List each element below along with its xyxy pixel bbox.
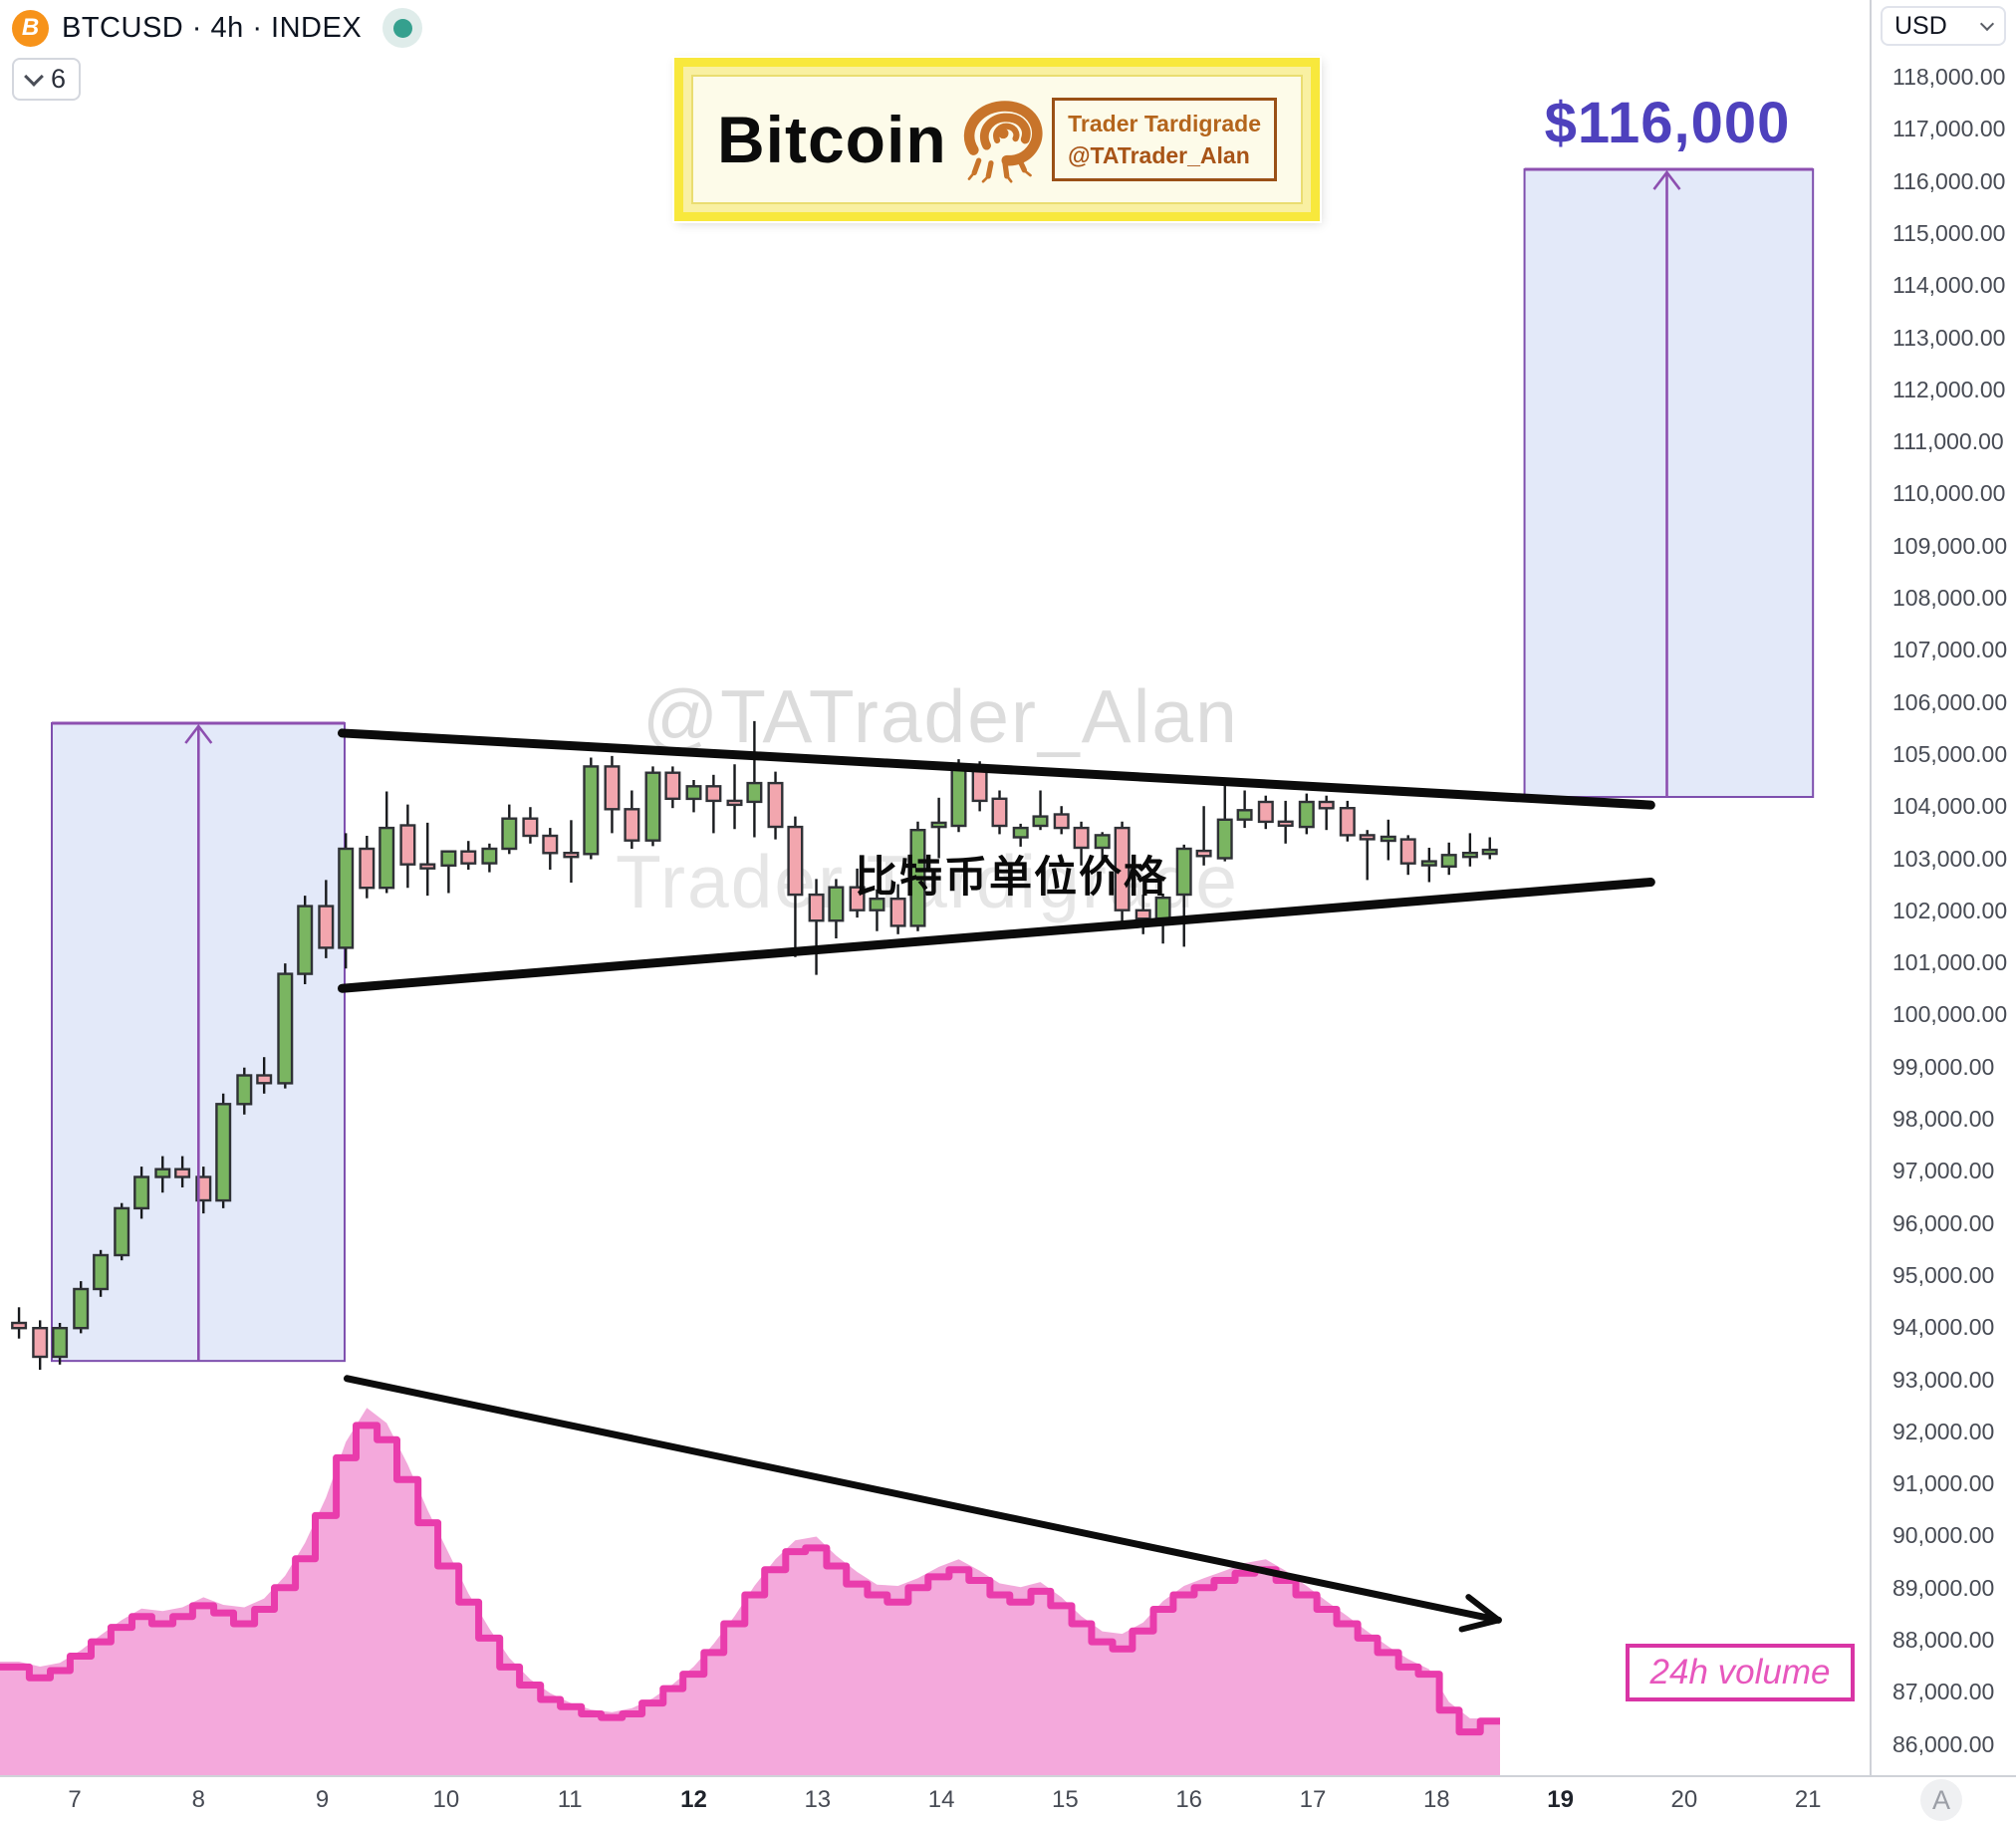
price-tick: 90,000.00 <box>1892 1522 1995 1549</box>
price-tick: 111,000.00 <box>1892 428 2004 455</box>
price-tick: 117,000.00 <box>1892 116 2006 142</box>
price-tick: 88,000.00 <box>1892 1627 1995 1653</box>
time-tick: 18 <box>1422 1786 1450 1813</box>
price-tick: 97,000.00 <box>1892 1158 1995 1184</box>
banner-title: Bitcoin <box>717 103 947 176</box>
time-tick: 16 <box>1175 1786 1203 1813</box>
volume-step-line <box>0 1422 1500 1736</box>
price-tick: 113,000.00 <box>1892 324 2006 351</box>
volume-label-text: 24h volume <box>1649 1653 1831 1691</box>
price-tick: 95,000.00 <box>1892 1261 1995 1288</box>
target-price-label[interactable]: $116,000 <box>1544 91 1791 155</box>
tardigrade-icon <box>963 101 1043 183</box>
price-tick: 91,000.00 <box>1892 1470 1995 1497</box>
price-tick: 96,000.00 <box>1892 1209 1995 1236</box>
volume-trend-arrow[interactable] <box>343 1375 1502 1624</box>
price-tick: 112,000.00 <box>1892 376 2006 402</box>
cn-price-label[interactable]: 比特币单位价格 <box>855 854 1168 902</box>
time-tick: 11 <box>557 1786 583 1813</box>
right-target-move-box[interactable] <box>1523 168 1815 799</box>
bars-count-value: 6 <box>51 64 67 94</box>
currency-value: USD <box>1894 11 1947 40</box>
price-tick: 102,000.00 <box>1892 897 2008 923</box>
price-tick: 104,000.00 <box>1892 793 2008 820</box>
brand-name: Trader Tardigrade <box>1068 110 1261 136</box>
time-tick: 15 <box>1052 1786 1079 1813</box>
price-tick: 87,000.00 <box>1892 1679 1995 1705</box>
time-tick: 19 <box>1547 1786 1574 1813</box>
price-tick: 86,000.00 <box>1892 1730 1995 1757</box>
arrowhead-icon <box>1458 1617 1502 1633</box>
bitcoin-icon: B <box>12 9 49 47</box>
candles-layer[interactable] <box>11 720 1498 1370</box>
time-tick: 17 <box>1299 1786 1327 1813</box>
price-tick: 94,000.00 <box>1892 1314 1995 1341</box>
price-tick: 99,000.00 <box>1892 1053 1995 1080</box>
time-tick: 13 <box>804 1786 832 1813</box>
time-tick: 8 <box>191 1786 205 1813</box>
right-target-move-arrow <box>1524 167 1814 798</box>
brand-banner[interactable]: Bitcoin Trader Tardigrade @TATrader_Alan <box>674 58 1320 221</box>
brand-handle: @TATrader_Alan <box>1068 142 1250 168</box>
price-tick: 98,000.00 <box>1892 1106 1995 1132</box>
brand-box: Trader Tardigrade @TATrader_Alan <box>1052 97 1277 182</box>
symbol-title[interactable]: BTCUSD · 4h · INDEX <box>62 11 363 44</box>
volume-area-steps <box>0 1425 1500 1775</box>
time-tick: 9 <box>315 1786 330 1813</box>
watermark-brand: Trader Tardigrade <box>616 840 1239 923</box>
price-tick: 108,000.00 <box>1892 585 2008 611</box>
currency-select[interactable]: USD <box>1881 6 2006 46</box>
price-tick: 109,000.00 <box>1892 532 2008 559</box>
time-tick: 14 <box>927 1786 955 1813</box>
price-axis[interactable]: USD 118,000.00 117,000.00 116,000.00 115,00… <box>1870 0 2016 1821</box>
price-tick: 114,000.00 <box>1892 272 2006 299</box>
price-tick: 106,000.00 <box>1892 688 2008 715</box>
volume-label-box[interactable]: 24h volume <box>1626 1644 1855 1701</box>
trendline-upper[interactable] <box>337 728 1655 810</box>
brand-banner-ring: Bitcoin Trader Tardigrade @TATrader_Alan <box>683 67 1311 212</box>
arrowhead-icon <box>1465 1594 1502 1624</box>
price-tick: 100,000.00 <box>1892 1001 2008 1028</box>
price-tick: 105,000.00 <box>1892 740 2008 767</box>
time-tick: 21 <box>1794 1786 1822 1813</box>
time-tick: 7 <box>68 1786 82 1813</box>
price-tick: 115,000.00 <box>1892 219 2006 246</box>
time-tick: 20 <box>1670 1786 1698 1813</box>
time-axis[interactable]: 7 8 9 10 11 12 13 14 15 16 17 18 19 20 21 <box>0 1775 2016 1821</box>
price-tick: 118,000.00 <box>1892 64 2006 90</box>
price-tick: 101,000.00 <box>1892 949 2008 976</box>
price-tick: 107,000.00 <box>1892 637 2008 663</box>
market-status-icon <box>382 8 423 48</box>
price-tick: 92,000.00 <box>1892 1418 1995 1444</box>
chevron-down-icon <box>1979 16 1995 31</box>
price-tick: 103,000.00 <box>1892 845 2008 872</box>
time-tick: 10 <box>432 1786 460 1813</box>
trendline-lower[interactable] <box>337 878 1655 993</box>
price-tick: 93,000.00 <box>1892 1366 1995 1393</box>
price-tick: 116,000.00 <box>1892 167 2006 194</box>
watermark-handle: @TATrader_Alan <box>642 674 1239 758</box>
price-tick: 110,000.00 <box>1892 480 2006 507</box>
bars-count-control[interactable]: 6 <box>12 58 82 101</box>
time-tick: 12 <box>680 1786 707 1813</box>
chevron-down-icon <box>24 67 44 87</box>
left-measured-move-arrow <box>52 721 345 1362</box>
price-tick: 89,000.00 <box>1892 1574 1995 1601</box>
timezone-button[interactable]: A <box>1920 1779 1962 1821</box>
symbol-header[interactable]: B BTCUSD · 4h · INDEX <box>12 8 423 48</box>
